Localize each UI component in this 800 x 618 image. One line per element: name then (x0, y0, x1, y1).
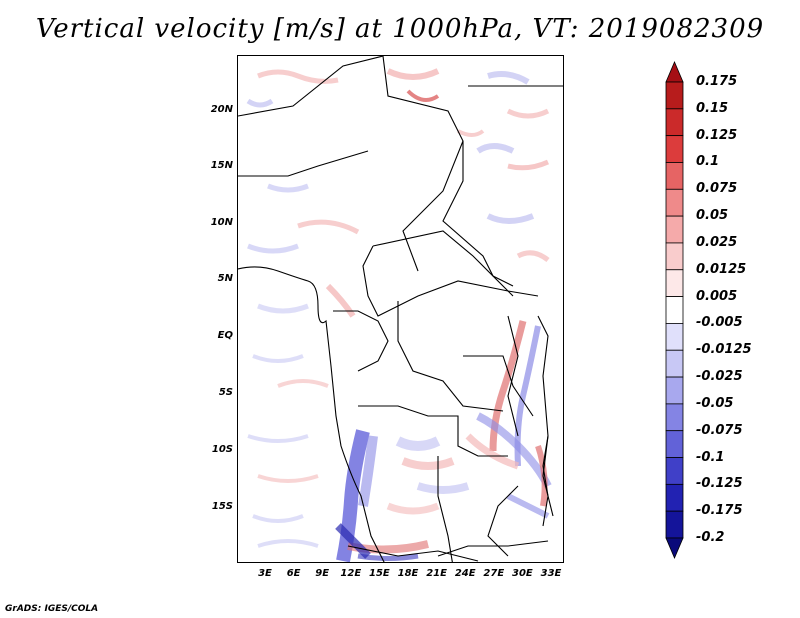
colorbar-label: 0.175 (696, 74, 738, 89)
colorbar-label: -0.075 (696, 422, 743, 438)
colorbar-segment (665, 403, 684, 432)
colorbar-segment (665, 376, 684, 405)
lon-label: 9E (315, 568, 330, 579)
lat-label: 10N (210, 217, 233, 228)
colorbar-label: 0.05 (696, 208, 729, 224)
colorbar-label: -0.2 (696, 530, 725, 545)
colorbar-top-arrow (665, 60, 684, 83)
colorbar-segment (665, 215, 684, 244)
colorbar-segment (665, 242, 684, 271)
lat-label: 15S (211, 501, 233, 512)
colorbar-bottom-arrow (665, 537, 684, 560)
lon-label: 33E (540, 568, 562, 579)
velocity-field (246, 68, 552, 562)
colorbar-segment (665, 108, 684, 137)
country-borders (238, 56, 563, 562)
lon-label: 27E (483, 568, 505, 579)
lon-label: 12E (340, 568, 362, 579)
lat-label: 15N (210, 160, 233, 171)
chart-title: Vertical velocity [m/s] at 1000hPa, VT: … (35, 14, 765, 44)
lat-label: 5N (217, 273, 233, 284)
colorbar-segment (665, 81, 684, 110)
colorbar-segment (665, 269, 684, 297)
colorbar-segment (665, 457, 684, 485)
colorbar-segment (665, 349, 684, 378)
colorbar-label: -0.05 (696, 395, 734, 411)
colorbar-label: -0.025 (696, 369, 743, 385)
colorbar-segment (665, 483, 684, 512)
colorbar (665, 60, 684, 560)
map-plot-area (237, 55, 564, 563)
colorbar-label: 0.125 (696, 127, 738, 143)
colorbar-label: 0.15 (696, 100, 729, 116)
colorbar-label: -0.0125 (696, 342, 752, 358)
colorbar-segment (665, 135, 684, 163)
colorbar-label: 0.0125 (696, 261, 747, 277)
lon-label: 30E (512, 568, 533, 579)
colorbar-label: -0.1 (696, 449, 725, 465)
colorbar-segment (665, 323, 684, 351)
footer-credit: GrADS: IGES/COLA (5, 604, 99, 614)
colorbar-segment (665, 430, 684, 458)
lon-label: 21E (426, 568, 447, 579)
lon-label: 24E (454, 568, 476, 579)
colorbar-label: -0.175 (696, 503, 743, 519)
colorbar-label: -0.125 (696, 476, 743, 492)
lon-label: 6E (286, 568, 301, 579)
lon-label: 15E (369, 568, 390, 579)
colorbar-segment (665, 510, 684, 539)
lat-label: 5S (218, 387, 233, 398)
colorbar-label: -0.005 (696, 315, 743, 331)
colorbar-label: 0.1 (696, 154, 720, 170)
map-svg (238, 56, 563, 562)
lat-label: 10S (211, 444, 233, 455)
colorbar-label: 0.025 (696, 234, 738, 250)
lon-label: 18E (397, 568, 419, 579)
colorbar-segment (665, 296, 684, 324)
colorbar-segment (665, 188, 684, 217)
lat-label: EQ (217, 330, 233, 341)
lon-label: 3E (258, 568, 272, 579)
lat-label: 20N (210, 104, 233, 115)
colorbar-segment (665, 162, 684, 190)
colorbar-label: 0.005 (696, 288, 738, 304)
colorbar-label: 0.075 (696, 181, 738, 197)
